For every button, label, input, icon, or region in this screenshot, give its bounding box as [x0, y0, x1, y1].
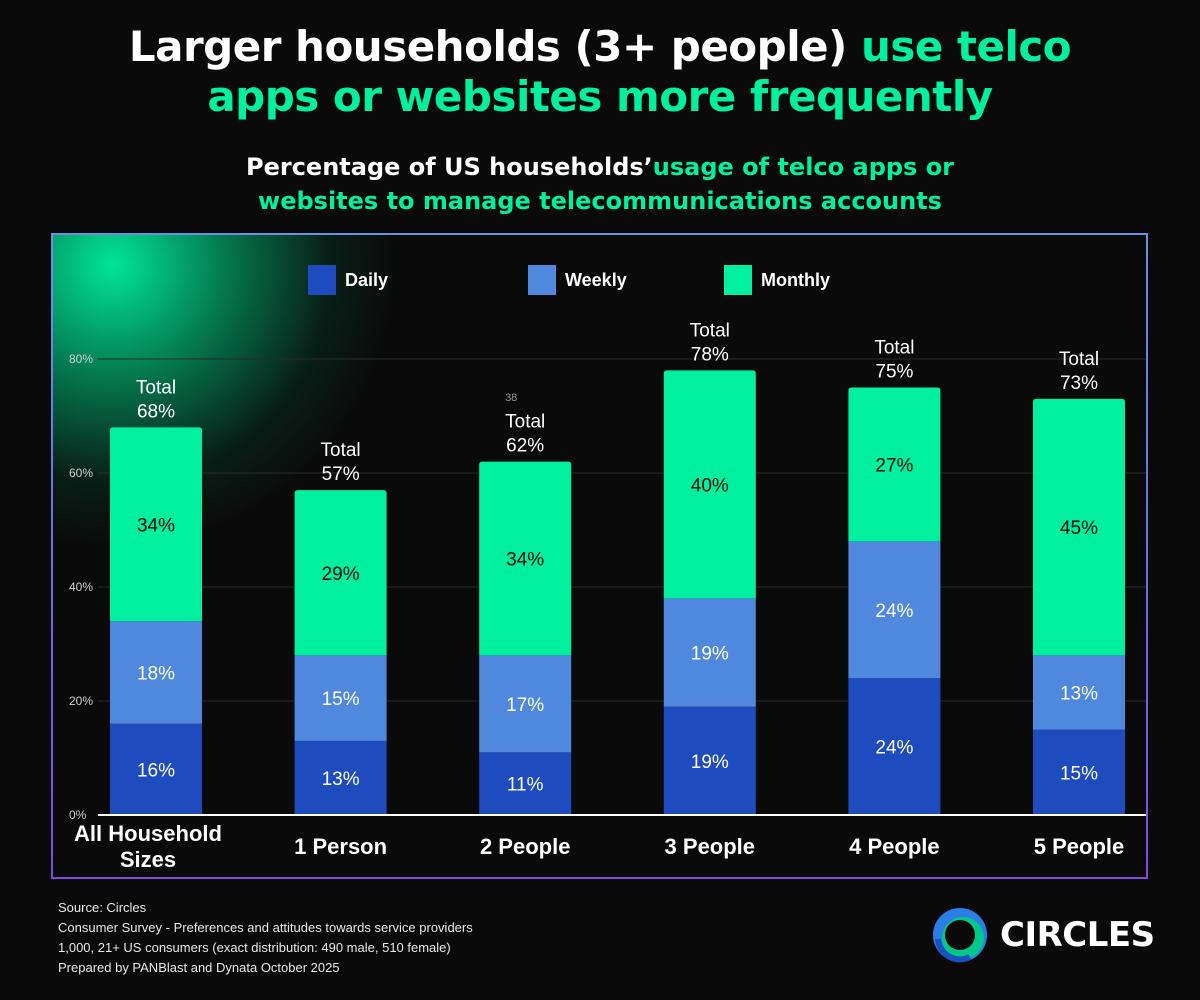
- data-label-daily: 15%: [1060, 763, 1098, 784]
- total-value-label: 73%: [1060, 373, 1098, 394]
- total-value-label: 78%: [691, 344, 729, 365]
- total-value-label: 62%: [506, 436, 544, 457]
- data-label-daily: 24%: [875, 738, 913, 759]
- x-tick-label: 1 Person: [294, 834, 387, 859]
- data-label-monthly: 29%: [322, 564, 360, 585]
- chart-frame: 0% 20% 40% 60% 80% Daily Weekly Monthly 16% 18% 34…: [51, 233, 1148, 879]
- legend-label-daily: Daily: [345, 270, 388, 290]
- y-tick-label: 80%: [69, 352, 93, 366]
- data-label-monthly: 34%: [137, 515, 175, 536]
- x-tick-label: 3 People: [665, 834, 755, 859]
- title-white: Larger households (3+ people): [128, 22, 847, 71]
- subtitle-green-1: usage of telco apps or: [652, 153, 955, 181]
- bar-segment-weekly: [294, 655, 387, 741]
- data-label-daily: 19%: [691, 752, 729, 773]
- circles-logo-text: CIRCLES: [1000, 915, 1155, 955]
- legend-swatch-daily: [308, 265, 336, 295]
- data-label-monthly: 40%: [691, 475, 729, 496]
- legend-label-weekly: Weekly: [565, 270, 627, 290]
- stacked-bar-chart: 0% 20% 40% 60% 80% Daily Weekly Monthly 16% 18% 34…: [69, 265, 1146, 872]
- total-word-label: Total: [690, 320, 730, 341]
- legend-label-monthly: Monthly: [761, 270, 830, 290]
- data-label-weekly: 15%: [322, 689, 360, 710]
- bar-segment-daily: [110, 723, 202, 815]
- data-label-weekly: 18%: [137, 664, 175, 685]
- bar-segment-weekly: [1033, 655, 1125, 730]
- chart-subtitle: Percentage of US households’usage of tel…: [0, 150, 1200, 218]
- bar-segment-weekly: [848, 541, 941, 679]
- total-word-label: Total: [505, 412, 545, 433]
- subtitle-green-2: websites to manage telecommunications ac…: [258, 187, 942, 215]
- bar-segment-monthly: [294, 490, 387, 656]
- x-tick-label: 4 People: [849, 834, 939, 859]
- legend-swatch-monthly: [724, 265, 752, 295]
- circles-logo-icon: [933, 908, 987, 963]
- x-tick-label: 5 People: [1034, 834, 1124, 859]
- data-label-daily: 11%: [507, 775, 544, 796]
- data-label-daily: 16%: [137, 760, 175, 781]
- subtitle-white: Percentage of US households’: [245, 153, 653, 181]
- bar-segment-monthly: [1033, 398, 1125, 656]
- bar-segment-monthly: [479, 461, 572, 656]
- bar-segment-monthly: [110, 427, 202, 622]
- bar-segment-daily: [479, 752, 572, 815]
- data-label-monthly: 34%: [506, 550, 544, 571]
- y-tick-label: 0%: [69, 808, 87, 822]
- data-label-weekly: 24%: [875, 601, 913, 622]
- total-value-label: 57%: [322, 464, 360, 485]
- y-tick-label: 60%: [69, 466, 93, 480]
- bar-segment-monthly: [848, 387, 941, 542]
- total-word-label: Total: [874, 338, 914, 359]
- data-label-weekly: 19%: [691, 644, 729, 665]
- bar-segment-daily: [294, 740, 387, 815]
- data-label-weekly: 17%: [506, 695, 544, 716]
- chart-title: Larger households (3+ people) use telco …: [0, 22, 1200, 122]
- x-tick-label: Sizes: [120, 847, 176, 872]
- bar-segment-daily: [1033, 729, 1125, 815]
- y-tick-label: 40%: [69, 580, 93, 594]
- source-line: Source: Circles: [58, 900, 147, 915]
- title-green-1: use telco: [860, 22, 1072, 71]
- bar-segment-daily: [848, 678, 941, 815]
- data-label-monthly: 27%: [875, 455, 913, 476]
- bar-segment-weekly: [663, 598, 756, 707]
- source-notes: Source: Circles Consumer Survey - Prefer…: [58, 898, 473, 978]
- x-tick-label: 2 People: [480, 834, 570, 859]
- prepared-line: Prepared by PANBlast and Dynata October …: [58, 960, 340, 975]
- y-tick-label: 20%: [69, 694, 93, 708]
- bar-segment-weekly: [479, 655, 572, 753]
- bar-segment-monthly: [663, 370, 756, 599]
- total-word-label: Total: [136, 377, 176, 398]
- sample-line: 1,000, 21+ US consumers (exact distribut…: [58, 940, 451, 955]
- circles-logo: CIRCLES: [930, 905, 1155, 965]
- legend-swatch-weekly: [528, 265, 556, 295]
- data-label-weekly: 13%: [1060, 683, 1098, 704]
- bar-segment-weekly: [110, 621, 202, 724]
- stray-label: 38: [505, 392, 517, 404]
- total-value-label: 75%: [875, 362, 913, 383]
- bar-segment-daily: [663, 706, 756, 815]
- x-tick-label: All Household: [74, 821, 222, 846]
- title-green-2: apps or websites more frequently: [207, 72, 993, 121]
- data-label-monthly: 45%: [1060, 518, 1098, 539]
- survey-line: Consumer Survey - Preferences and attitu…: [58, 920, 473, 935]
- total-value-label: 68%: [137, 401, 175, 422]
- total-word-label: Total: [1059, 349, 1099, 370]
- total-word-label: Total: [321, 440, 361, 461]
- data-label-daily: 13%: [322, 769, 360, 790]
